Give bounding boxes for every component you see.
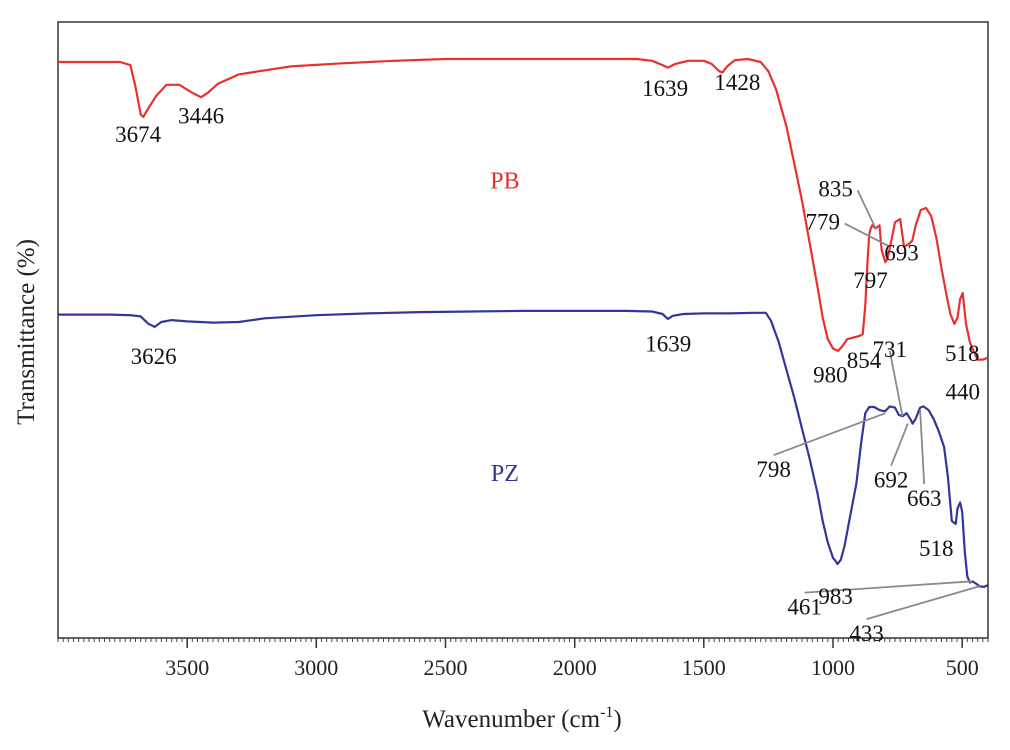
peak-label-3446: 3446: [178, 104, 224, 129]
x-tick-label: 1500: [682, 655, 726, 680]
peak-label-433: 433: [849, 621, 884, 646]
peak-label-1639: 1639: [642, 76, 688, 101]
series-labels: PB PZ: [490, 168, 519, 487]
leader-line-433: [866, 585, 980, 620]
x-axis-title: Wavenumber (cm-1): [422, 704, 621, 733]
peak-label-518: 518: [945, 341, 980, 366]
peak-label-1639: 1639: [645, 332, 691, 357]
leader-line-779: [844, 222, 891, 248]
peak-label-461: 461: [787, 595, 822, 620]
peak-label-692: 692: [874, 468, 909, 493]
peak-label-854: 854: [847, 348, 882, 373]
series-line-pb: [58, 57, 989, 361]
x-axis-title-close: ): [613, 706, 621, 733]
x-tick-label: 1000: [811, 655, 855, 680]
series-label-pb: PB: [490, 168, 519, 194]
leader-line-798: [773, 412, 886, 457]
y-axis-title: Transmittance (%): [13, 239, 40, 425]
x-tick-label: 2500: [424, 655, 468, 680]
leader-line-835: [856, 189, 877, 229]
peak-label-980: 980: [813, 362, 848, 387]
series-line-pz: [58, 309, 989, 589]
x-axis-ticks: 3500 3000 2500 2000 1500 1000 500: [57, 638, 989, 680]
leader-line-663: [919, 410, 926, 485]
peak-label-797: 797: [853, 268, 888, 293]
peak-label-440: 440: [945, 380, 980, 405]
peak-label-1428: 1428: [714, 70, 760, 95]
peak-label-835: 835: [818, 176, 853, 201]
peak-label-663: 663: [907, 486, 942, 511]
leader-line-461: [804, 580, 973, 594]
peak-label-3674: 3674: [115, 122, 162, 147]
leader-line-692: [890, 423, 909, 467]
peak-label-779: 779: [805, 210, 840, 235]
peak-label-518: 518: [919, 536, 954, 561]
annotation-leaders: [773, 189, 980, 620]
leader-line-731: [888, 350, 904, 417]
series-label-pz: PZ: [491, 461, 519, 487]
x-tick-label: 500: [946, 655, 979, 680]
x-axis-title-superscript: -1: [600, 704, 613, 721]
peak-label-3626: 3626: [131, 344, 177, 369]
series-group: [58, 57, 989, 589]
x-axis-title-main: Wavenumber (cm: [422, 706, 600, 733]
peak-label-798: 798: [756, 457, 791, 482]
x-tick-label: 2000: [553, 655, 597, 680]
x-tick-label: 3500: [165, 655, 209, 680]
x-tick-label: 3000: [294, 655, 338, 680]
peak-label-731: 731: [873, 337, 908, 362]
peak-label-983: 983: [818, 584, 853, 609]
peak-label-693: 693: [884, 240, 919, 265]
